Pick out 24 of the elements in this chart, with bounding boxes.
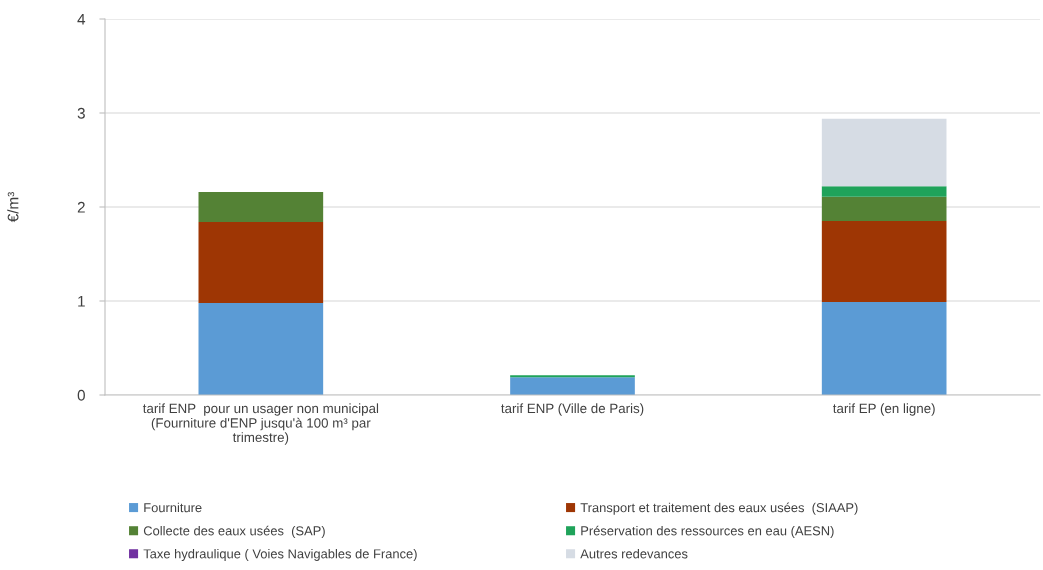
y-tick-label: 2	[77, 201, 85, 213]
bar	[198, 191, 324, 223]
y-tick-label: 3	[77, 107, 85, 119]
bar	[198, 222, 324, 303]
bar	[821, 196, 947, 222]
x-tick-label: tarif ENP pour un usager non municipal (Fourniture d'ENP jusqu'à 100 m³ par trimestre)	[142, 403, 379, 445]
bar	[821, 301, 947, 395]
bar	[821, 221, 947, 302]
legend-label: Préservation des ressources en eau (AESN)	[581, 525, 834, 538]
y-tick-label: 0	[77, 389, 85, 401]
y-tick-label: 4	[77, 14, 86, 25]
bar	[821, 186, 947, 197]
y-tick-label: 1	[78, 296, 85, 307]
legend-label: Transport et traitement des eaux usées (SIAAP)	[580, 502, 858, 515]
bar	[821, 118, 947, 187]
legend-label: Autres redevances	[580, 548, 688, 559]
legend-label: Collecte des eaux usées (SAP)	[143, 525, 325, 538]
bar	[198, 302, 324, 395]
legend-label: Taxe hydraulique ( Voies Navigables de France)	[143, 548, 417, 561]
legend-label: Fourniture	[144, 502, 202, 513]
bar	[510, 377, 635, 395]
x-tick-label: tarif EP (en ligne)	[832, 403, 935, 416]
x-tick-label: tarif ENP (Ville de Paris)	[501, 403, 644, 416]
y-axis-title: €/m³	[7, 192, 19, 223]
